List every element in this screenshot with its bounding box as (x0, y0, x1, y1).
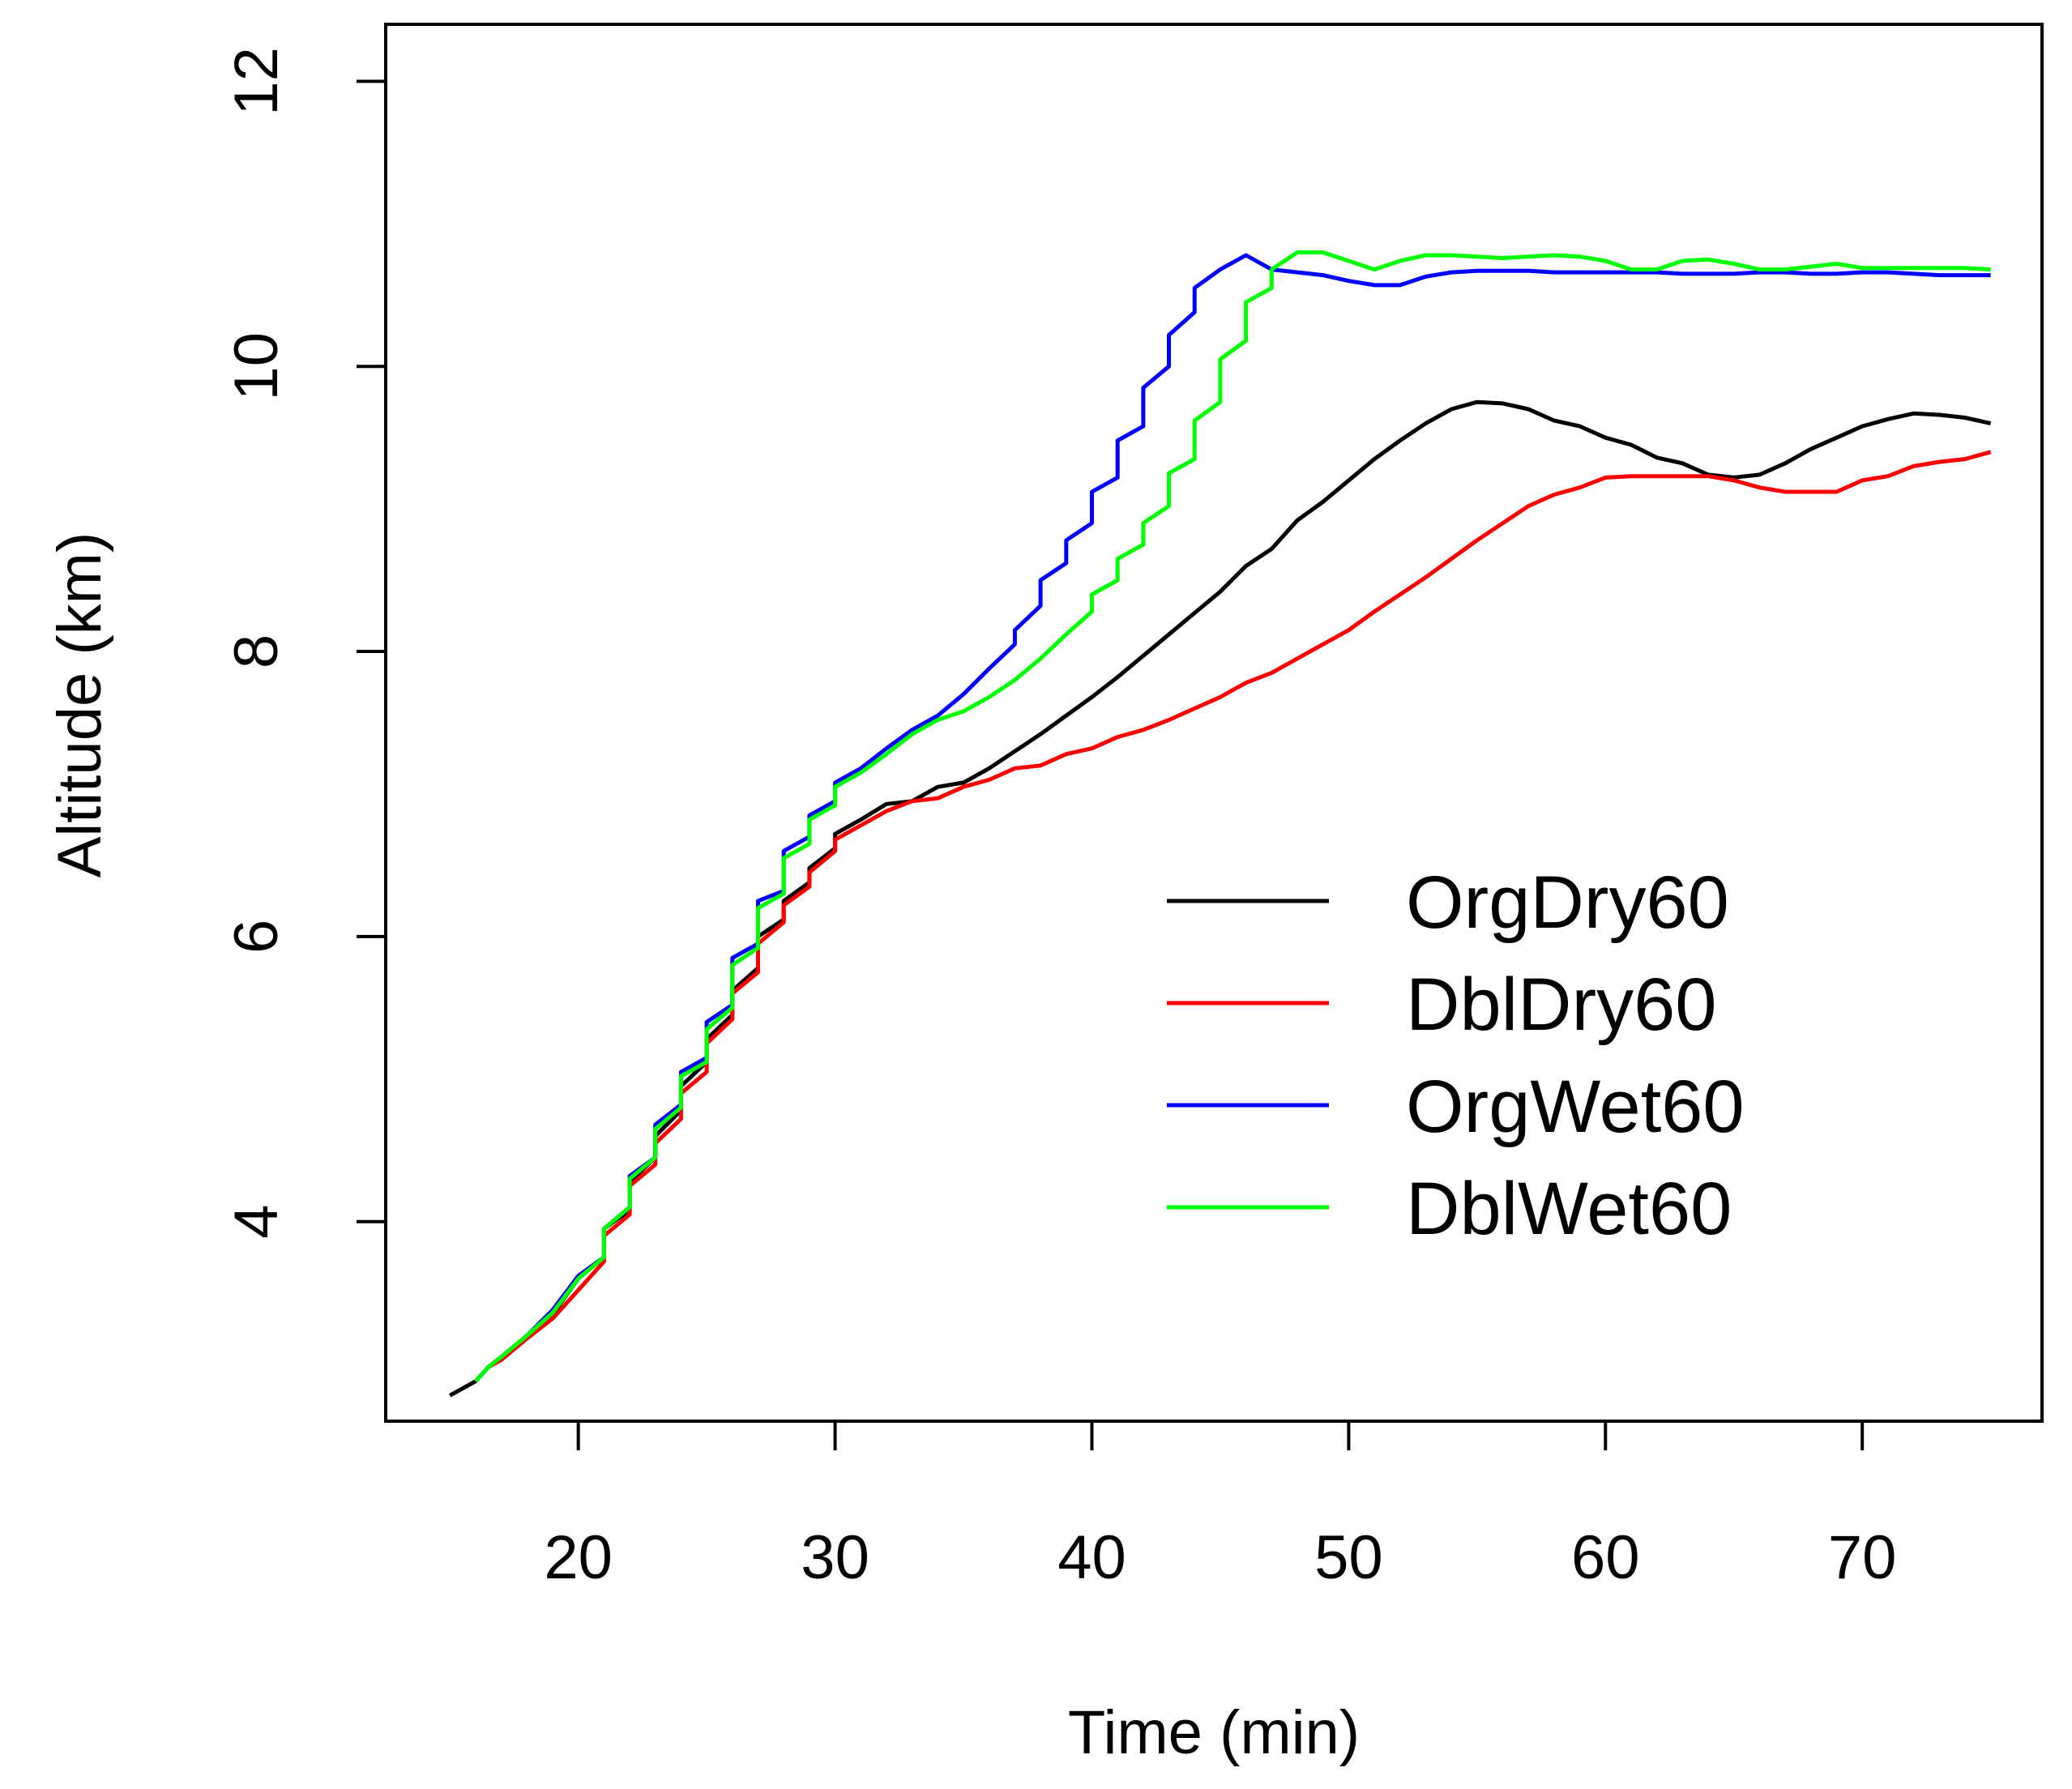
legend: OrgDry60 DblDry60 OrgWet60 DblWet60 (1167, 861, 1745, 1250)
x-tick-label: 60 (1571, 1523, 1640, 1592)
y-tick-label: 10 (222, 332, 291, 401)
y-tick-label: 4 (222, 1205, 291, 1239)
legend-label-orgwet60: OrgWet60 (1406, 1065, 1745, 1148)
x-tick-label: 20 (544, 1523, 613, 1592)
legend-label-dbldry60: DblDry60 (1406, 963, 1716, 1046)
plot-frame (384, 23, 2044, 1423)
series-layer (448, 250, 1992, 1398)
axis-layer: 20 30 40 50 60 70 4 6 8 10 12 (222, 47, 1896, 1592)
y-tick-label: 6 (222, 920, 291, 954)
legend-label-orgdry60: OrgDry60 (1406, 861, 1729, 944)
x-tick-label: 70 (1828, 1523, 1897, 1592)
x-tick-label: 40 (1057, 1523, 1126, 1592)
x-tick-label: 30 (801, 1523, 869, 1592)
series-line-orgwet60 (474, 253, 1991, 1383)
x-tick-label: 50 (1314, 1523, 1383, 1592)
legend-label-dblwet60: DblWet60 (1406, 1168, 1732, 1250)
x-axis-title: Time (min) (1068, 1698, 1360, 1767)
y-tick-label: 8 (222, 634, 291, 668)
series-line-orgdry60 (448, 399, 1992, 1398)
y-axis-title: Altitude (km) (45, 532, 114, 878)
series-line-dblwet60 (474, 250, 1991, 1383)
y-tick-label: 12 (222, 47, 291, 116)
series-line-dbldry60 (474, 450, 1992, 1383)
